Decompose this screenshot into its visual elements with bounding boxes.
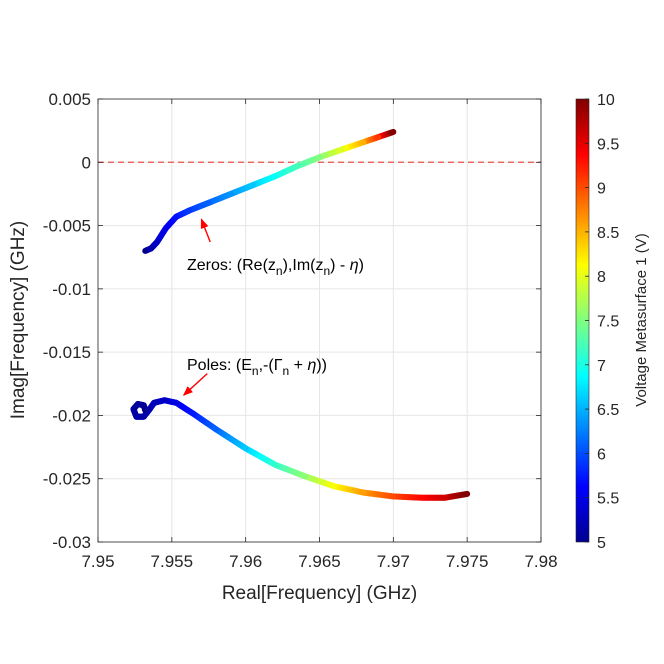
zeros-point-13 [361,139,367,145]
poles-point-20 [464,491,470,497]
colorbar-tick-label: 7 [597,358,606,375]
y-tick-label: 0 [82,153,91,172]
poles-point-2 [135,401,141,407]
y-axis-label: Imag[Frequency] (GHz) [8,221,29,420]
poles-point-7 [151,400,157,406]
colorbar-tick-label: 8.5 [597,225,619,242]
poles-point-19 [442,495,448,501]
x-tick-label: 7.97 [377,552,410,571]
poles-point-4 [133,414,139,420]
zeros-point-5 [186,207,193,213]
poles-point-9 [173,400,179,406]
poles-point-13 [272,462,278,468]
x-tick-label: 7.965 [298,552,341,571]
poles-arrow [182,373,208,396]
colorbar-tick-label: 7.5 [597,314,619,331]
zeros-point-1 [148,245,154,251]
y-tick-label: -0.02 [52,406,91,425]
y-tick-label: -0.015 [43,343,91,362]
zeros-arrow [200,218,211,243]
x-axis-label: Real[Frequency] (GHz) [222,583,417,604]
colorbar-ticks: 5 5.5 6 6.5 7 7.5 8 8.5 9 9.5 10 [585,92,619,552]
zeros-point-11 [316,154,323,160]
series-layer [130,128,471,501]
colorbar-tick-label: 9.5 [597,136,619,153]
zeros-point-14 [375,134,382,140]
colorbar-tick-label: 9 [597,181,606,198]
poles-point-17 [390,493,396,500]
poles-point-0 [142,407,148,413]
zeros-point-9 [272,173,278,179]
x-tick-label: 7.955 [151,552,194,571]
poles-point-6 [147,406,153,412]
y-tick-label: 0.005 [48,90,91,109]
x-tick-label: 7.96 [229,552,262,571]
zeros-point-0 [142,248,148,254]
poles-point-5 [141,414,147,420]
zeros-point-15 [390,129,396,135]
poles-point-11 [213,426,219,432]
zeros-point-8 [250,182,256,188]
x-tick-label: 7.95 [81,552,114,571]
x-tick-label: 7.98 [524,552,557,571]
zeros-point-3 [163,225,169,231]
y-tick-label: -0.03 [52,533,91,552]
poles-point-3 [130,406,137,412]
zeros-point-10 [294,163,300,169]
series-zeros [142,128,397,254]
axis-ticks: 7.95 7.955 7.96 7.965 7.97 7.975 7.98 0.005 0 -0.… [43,90,558,571]
colorbar-tick-label: 10 [597,92,615,109]
colorbar-tick-label: 8 [597,269,606,286]
zeros-point-6 [206,200,212,206]
zeros-point-12 [339,147,345,153]
zeros-annotation: Zeros: (Re(zn),Im(zn) - η) [187,257,364,278]
zeros-point-7 [228,191,234,197]
series-poles [130,397,471,501]
zeros-point-2 [154,239,160,245]
colorbar-tick-label: 6 [597,446,606,463]
zeros-point-4 [173,214,179,220]
colorbar-tick-label: 6.5 [597,402,619,419]
poles-point-15 [331,483,337,489]
poles-point-16 [361,490,367,496]
y-tick-label: -0.025 [43,470,91,489]
y-tick-label: -0.01 [52,280,91,299]
x-tick-label: 7.975 [446,552,489,571]
colorbar-label: Voltage Metasurface 1 (V) [633,233,650,406]
poles-point-10 [191,411,197,417]
colorbar-tick-label: 5 [597,535,606,552]
y-tick-label: -0.005 [43,217,91,236]
poles-point-14 [302,473,308,479]
poles-point-1 [141,402,147,408]
colorbar-tick-label: 5.5 [597,491,619,508]
poles-point-8 [161,397,168,403]
annotation-layer: Zeros: (Re(zn),Im(zn) - η) Poles: (En,-(Γ… [182,218,364,396]
poles-point-12 [243,445,249,451]
poles-annotation: Poles: (En,-(Γn + η)) [187,357,327,378]
poles-point-18 [420,495,426,501]
